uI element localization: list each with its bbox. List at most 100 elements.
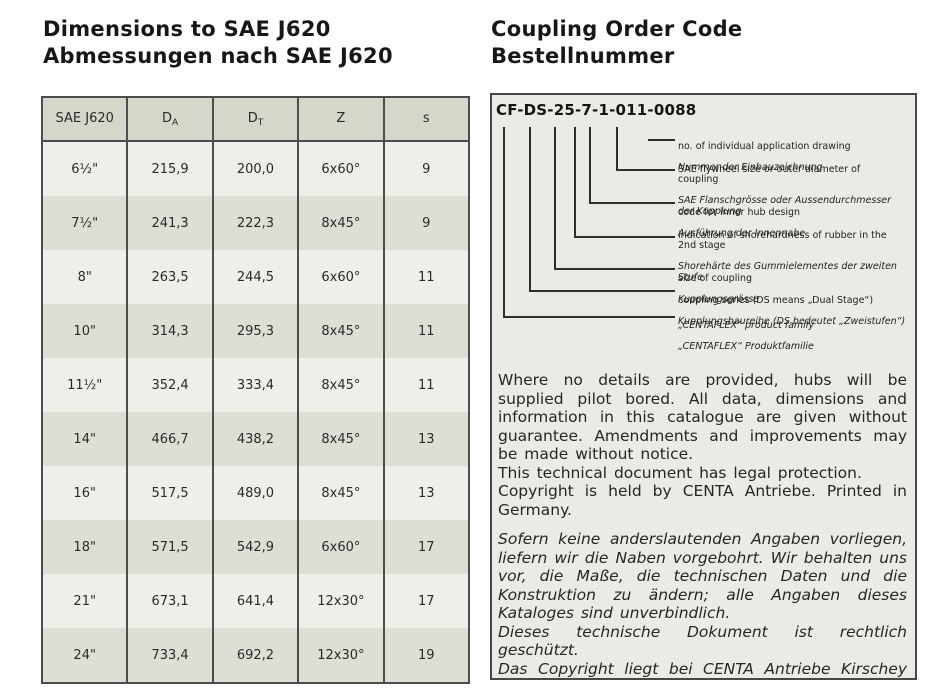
table-cell: 13 bbox=[382, 412, 471, 466]
table-header-row: SAE J620 DA DT Z s bbox=[40, 97, 471, 142]
label-de: Nummer der Einbauzeichnung bbox=[678, 161, 823, 173]
table-cell: 11 bbox=[382, 304, 471, 358]
sae-j620-dimensions-table: SAE J620 DA DT Z s 6½" 215,9 200,0 6x60° 9 7½… bbox=[40, 96, 471, 684]
label-de: Ausführung der Innennabe bbox=[678, 227, 806, 239]
table-cell: 13 bbox=[382, 466, 471, 520]
table-cell: 200,0 bbox=[211, 141, 300, 196]
legal-paragraph: Where no details are provided, hubs will… bbox=[498, 371, 907, 463]
table-cell: 21" bbox=[40, 574, 129, 628]
table-cell: 517,5 bbox=[126, 466, 214, 520]
code-segment-label-shorehardness: indication of shorehardness of rubber in… bbox=[678, 220, 915, 294]
table-row: 11½" 352,4 333,4 8x45° 11 bbox=[40, 358, 471, 412]
code-segment-label-product-family: „CENTAFLEX“ product family „CENTAFLEX“ P… bbox=[678, 310, 915, 363]
table-cell: 263,5 bbox=[126, 250, 214, 304]
table-cell: 8x45° bbox=[297, 412, 385, 466]
label-en: SAE flywheel size or outer diameter of c… bbox=[678, 163, 861, 185]
table-cell: 438,2 bbox=[211, 412, 300, 466]
right-section-heading: Coupling Order Code Bestellnummer bbox=[491, 16, 742, 70]
table-cell: 295,3 bbox=[211, 304, 300, 358]
column-header-da: DA bbox=[126, 97, 214, 142]
table-cell: 18" bbox=[40, 520, 129, 574]
legal-paragraph: Das Copyright liegt bei CENTA Antriebe K… bbox=[498, 659, 907, 678]
label-en: size of coupling bbox=[678, 272, 753, 284]
table-cell: 8x45° bbox=[297, 196, 385, 250]
left-section-heading: Dimensions to SAE J620 Abmessungen nach … bbox=[43, 16, 393, 70]
code-segment-label-flywheel-size: SAE flywheel size or outer diameter of c… bbox=[678, 154, 915, 228]
table-row: 24" 733,4 692,2 12x30° 19 bbox=[40, 628, 471, 683]
table-row: 7½" 241,3 222,3 8x45° 9 bbox=[40, 196, 471, 250]
table-cell: 571,5 bbox=[126, 520, 214, 574]
table-cell: 6x60° bbox=[297, 520, 385, 574]
table-row: 16" 517,5 489,0 8x45° 13 bbox=[40, 466, 471, 520]
left-heading-en: Dimensions to SAE J620 bbox=[43, 17, 331, 41]
order-code: CF-DS-25-7-1-011-0088 bbox=[496, 101, 697, 119]
table-cell: 19 bbox=[382, 628, 471, 683]
legal-paragraph: Copyright is held by CENTA Antriebe. Pri… bbox=[498, 482, 907, 519]
column-header-dt: DT bbox=[211, 97, 300, 142]
table-row: 18" 571,5 542,9 6x60° 17 bbox=[40, 520, 471, 574]
column-header-sae-j620: SAE J620 bbox=[40, 97, 129, 142]
order-code-connector-lines bbox=[503, 127, 675, 318]
legal-notice-de: Sofern keine anderslautenden Angaben vor… bbox=[498, 530, 907, 678]
table-cell: 244,5 bbox=[211, 250, 300, 304]
code-segment-label-coupling-series: coupling series (DS means „Dual Stage“) … bbox=[678, 285, 915, 338]
table-cell: 11 bbox=[382, 358, 471, 412]
table-cell: 17 bbox=[382, 574, 471, 628]
legal-notice: Where no details are provided, hubs will… bbox=[498, 371, 907, 678]
table-cell: 466,7 bbox=[126, 412, 214, 466]
table-cell: 8x45° bbox=[297, 358, 385, 412]
label-en: coupling series (DS means „Dual Stage“) bbox=[678, 294, 874, 306]
code-segment-label-coupling-size: size of coupling Kupplungsgrösse bbox=[678, 263, 915, 316]
table-cell: 333,4 bbox=[211, 358, 300, 412]
label-de: Kupplungsbaureihe (DS bedeutet „Zweistuf… bbox=[678, 315, 906, 327]
table-cell: 10" bbox=[40, 304, 129, 358]
column-header-z: Z bbox=[297, 97, 385, 142]
table-cell: 6½" bbox=[40, 141, 129, 196]
table-cell: 241,3 bbox=[126, 196, 214, 250]
table-cell: 352,4 bbox=[126, 358, 214, 412]
table-cell: 14" bbox=[40, 412, 129, 466]
legal-paragraph: This technical document has legal protec… bbox=[498, 463, 862, 482]
label-de: „CENTAFLEX“ Produktfamilie bbox=[678, 340, 814, 352]
column-header-s: s bbox=[382, 97, 471, 142]
code-segment-label-application-drawing: no. of individual application drawing Nu… bbox=[678, 131, 915, 184]
table-cell: 8" bbox=[40, 250, 129, 304]
coupling-order-code-box: CF-DS-25-7-1-011-0088 no. of individual … bbox=[490, 93, 917, 680]
legal-notice-en: Where no details are provided, hubs will… bbox=[498, 371, 907, 519]
table-cell: 673,1 bbox=[126, 574, 214, 628]
table-cell: 8x45° bbox=[297, 304, 385, 358]
table-cell: 692,2 bbox=[211, 628, 300, 683]
table-cell: 489,0 bbox=[211, 466, 300, 520]
table-cell: 222,3 bbox=[211, 196, 300, 250]
table-cell: 8x45° bbox=[297, 466, 385, 520]
table-cell: 11½" bbox=[40, 358, 129, 412]
right-heading-en: Coupling Order Code bbox=[491, 17, 743, 41]
table-cell: 17 bbox=[382, 520, 471, 574]
table-cell: 314,3 bbox=[126, 304, 214, 358]
table-cell: 12x30° bbox=[297, 628, 385, 683]
table-cell: 641,4 bbox=[211, 574, 300, 628]
legal-paragraph: Dieses technische Dokument ist rechtlich… bbox=[498, 622, 907, 660]
label-en: no. of individual application drawing bbox=[678, 140, 851, 152]
legal-paragraph: Sofern keine anderslautenden Angaben vor… bbox=[498, 530, 907, 622]
table-cell: 12x30° bbox=[297, 574, 385, 628]
table-cell: 215,9 bbox=[126, 141, 214, 196]
table-cell: 16" bbox=[40, 466, 129, 520]
label-en: indication of shorehardness of rubber in… bbox=[678, 229, 887, 251]
table-cell: 9 bbox=[382, 196, 471, 250]
table-cell: 6x60° bbox=[297, 141, 385, 196]
label-de: Shorehärte des Gummielementes der zweite… bbox=[678, 261, 897, 283]
right-heading-de: Bestellnummer bbox=[491, 44, 675, 68]
table-row: 10" 314,3 295,3 8x45° 11 bbox=[40, 304, 471, 358]
table-cell: 542,9 bbox=[211, 520, 300, 574]
table-row: 8" 263,5 244,5 6x60° 11 bbox=[40, 250, 471, 304]
label-de: SAE Flanschgrösse oder Aussendurchmesser… bbox=[678, 195, 892, 217]
table-cell: 733,4 bbox=[126, 628, 214, 683]
table-row: 21" 673,1 641,4 12x30° 17 bbox=[40, 574, 471, 628]
label-de: Kupplungsgrösse bbox=[678, 293, 760, 305]
table-row: 6½" 215,9 200,0 6x60° 9 bbox=[40, 141, 471, 196]
table-cell: 7½" bbox=[40, 196, 129, 250]
left-heading-de: Abmessungen nach SAE J620 bbox=[43, 44, 393, 68]
table-cell: 9 bbox=[382, 141, 471, 196]
table-cell: 11 bbox=[382, 250, 471, 304]
